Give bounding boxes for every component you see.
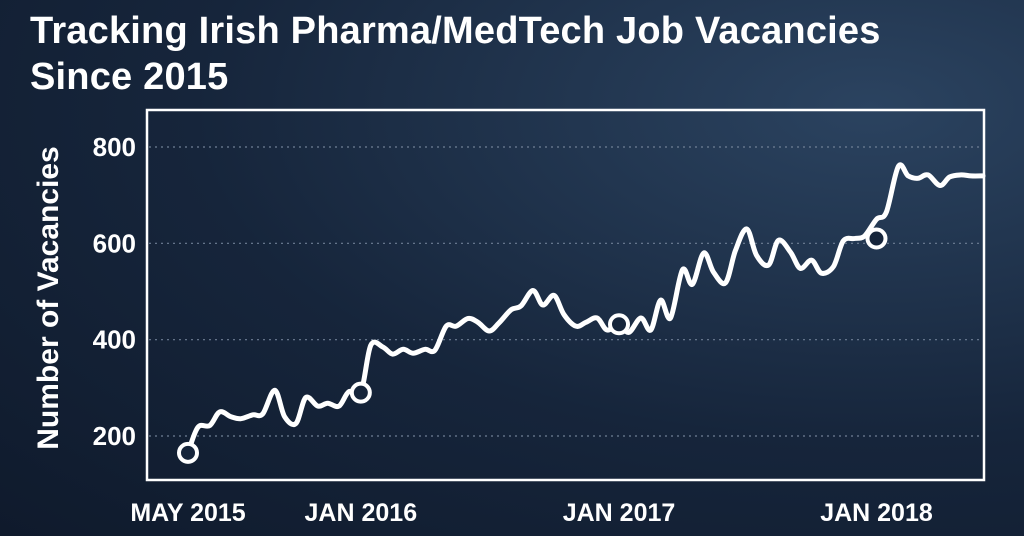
x-tick-label-0: MAY 2015 — [130, 499, 245, 527]
x-tick-label-1: JAN 2016 — [305, 499, 418, 527]
y-tick-label-400: 400 — [93, 325, 136, 355]
series-group — [177, 162, 986, 464]
highlight-marker-3 — [865, 227, 888, 250]
y-tick-label-200: 200 — [93, 421, 136, 451]
chart-title-line-1: Tracking Irish Pharma/MedTech Job Vacanc… — [30, 10, 881, 52]
y-tick-label-800: 800 — [93, 132, 136, 162]
y-axis-ticks: 200 400 600 800 — [93, 132, 136, 451]
plot-frame — [145, 108, 986, 482]
highlight-marker-1 — [349, 381, 372, 404]
y-tick-label-600: 600 — [93, 228, 136, 258]
highlight-marker-2 — [608, 313, 631, 336]
y-axis-label: Number of Vacancies — [32, 146, 65, 449]
x-axis-ticks: MAY 2015 JAN 2016 JAN 2017 JAN 2018 — [130, 499, 933, 527]
highlight-marker-0 — [177, 441, 199, 464]
chart-title-line-2: Since 2015 — [30, 56, 229, 98]
series-line — [185, 162, 986, 456]
chart-title: Tracking Irish Pharma/MedTech Job Vacanc… — [30, 8, 1010, 100]
x-tick-label-2: JAN 2017 — [563, 499, 676, 527]
x-tick-label-3: JAN 2018 — [820, 499, 933, 527]
gridlines — [149, 146, 982, 437]
